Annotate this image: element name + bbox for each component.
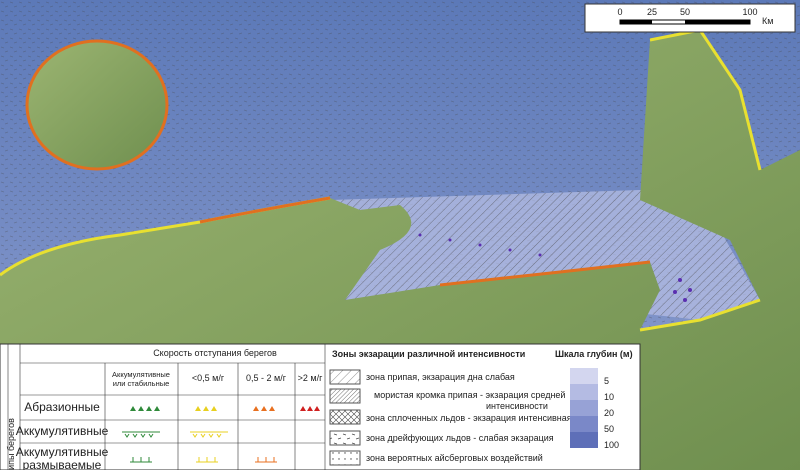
coastline	[649, 28, 762, 171]
depth-label: 10	[604, 392, 614, 402]
row-label: Аккумулятивные	[16, 424, 109, 438]
zone-swatch	[329, 450, 361, 466]
row-label: Аккумулятивные	[16, 445, 109, 459]
legend-title: Скорость отступания берегов	[153, 348, 277, 358]
coastline	[199, 196, 331, 224]
depth-label: 100	[604, 440, 619, 450]
zone-label: зона вероятных айсберговых воздействий	[366, 453, 543, 463]
row-label: Абразионные	[24, 400, 100, 414]
row-label: размываемые	[23, 458, 102, 470]
scale-label: 25	[647, 7, 657, 17]
column-header: 0,5 - 2 м/г	[246, 373, 287, 383]
symbol-eroded	[130, 457, 277, 463]
column-header: или стабильные	[113, 379, 170, 388]
zone-swatch	[329, 388, 361, 404]
scale-label: 0	[617, 7, 622, 17]
depth-label: 50	[604, 424, 614, 434]
depth-swatch	[570, 400, 598, 416]
coastline	[439, 260, 651, 287]
column-header: Аккумулятивные	[112, 370, 170, 379]
depth-swatch	[570, 432, 598, 448]
depth-swatch	[570, 416, 598, 432]
coastline	[639, 298, 761, 332]
symbol-accumulative	[122, 431, 228, 438]
scale-unit: Км	[762, 16, 773, 26]
zone-label: зона припая, экзарация дна слабая	[366, 372, 515, 382]
zone-label: интенсивности	[486, 401, 548, 411]
iceberg-points	[418, 233, 692, 302]
zones-title: Зоны экзарации различной интенсивности	[332, 349, 525, 359]
symbol-abrasion	[130, 406, 320, 411]
depth-label: 20	[604, 408, 614, 418]
zone-swatch	[329, 369, 361, 385]
legend-grid	[7, 344, 326, 470]
zone-label: зона сплоченных льдов - экзарация интенс…	[366, 413, 572, 423]
scale-label: 100	[742, 7, 757, 17]
scale-bar-box	[584, 3, 796, 33]
zone-label: мористая кромка припая - экзарация средн…	[374, 390, 565, 400]
scale-bar	[620, 20, 652, 24]
depth-label: 5	[604, 376, 609, 386]
depth-swatch	[570, 384, 598, 400]
legend-panel	[0, 343, 641, 470]
scale-bar	[685, 20, 750, 24]
column-header: >2 м/г	[298, 373, 323, 383]
zone-swatch	[329, 409, 361, 425]
zone-label: зона дрейфующих льдов - слабая экзарация	[366, 433, 554, 443]
column-header: <0,5 м/г	[192, 373, 225, 383]
depth-swatch	[570, 368, 598, 384]
side-label: Типы берегов	[6, 418, 16, 470]
island	[25, 39, 169, 171]
depth-title: Шкала глубин (м)	[555, 349, 633, 359]
zone-swatch	[329, 430, 361, 446]
scale-label: 50	[680, 7, 690, 17]
